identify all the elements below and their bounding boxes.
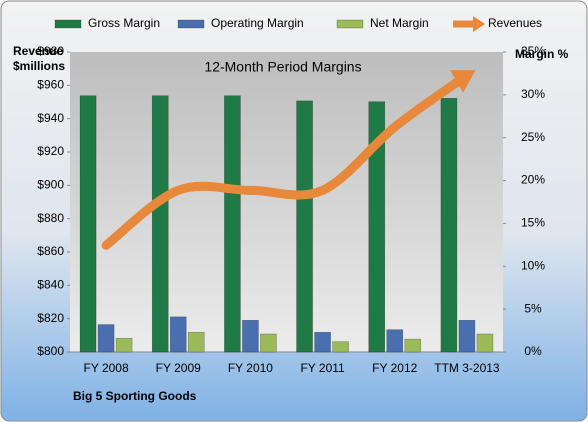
bar: [440, 97, 458, 353]
line: [101, 70, 472, 250]
y-tick-label: $920: [37, 144, 64, 158]
bar: [224, 95, 241, 353]
legend-label: Operating Margin: [211, 16, 304, 30]
y-tick-label: $800: [37, 344, 64, 358]
legend-label: Gross Margin: [88, 16, 160, 30]
y-tick-label: $820: [37, 311, 64, 325]
y-tick-label: $880: [37, 211, 64, 225]
bar: [332, 341, 349, 353]
y2-tick-label: 0%: [524, 344, 542, 358]
legend-swatch: [54, 19, 82, 29]
bar: [97, 324, 115, 353]
footer: Big 5 Sporting Goods: [73, 389, 197, 403]
bar: [260, 333, 277, 353]
bar: [79, 95, 97, 353]
legend-swatch: [473, 16, 485, 32]
y2-axis-label: Margin %: [515, 47, 569, 61]
bar: [187, 331, 205, 353]
x-tick-label: TTM 3-2013: [434, 361, 500, 375]
x-tick-label: FY 2008: [84, 361, 129, 375]
bar: [169, 316, 187, 353]
legend-label: Revenues: [488, 16, 542, 30]
y-axis-label: $millions: [13, 59, 65, 73]
y2-tick-label: 25%: [521, 130, 545, 144]
y2-tick-label: 5%: [524, 301, 542, 315]
y-axis-label: Revenue: [13, 44, 63, 58]
y-tick-label: $940: [37, 111, 64, 125]
x-tick-label: FY 2011: [300, 361, 345, 375]
y-tick-label: $960: [37, 78, 64, 92]
x-tick-label: FY 2010: [228, 361, 273, 375]
chart-title: 12-Month Period Margins: [204, 59, 361, 75]
y2-tick-label: 35%: [521, 44, 545, 58]
bar: [404, 338, 422, 353]
legend-swatch: [177, 19, 205, 29]
bar: [151, 95, 169, 353]
arrow-head: [450, 70, 476, 93]
y-tick-label: $980: [37, 44, 64, 58]
bar: [386, 329, 404, 353]
bar: [296, 100, 313, 353]
y-tick-label: $900: [37, 178, 64, 192]
y2-tick-label: 10%: [521, 258, 545, 272]
x-tick-label: FY 2009: [156, 361, 201, 375]
bar: [314, 331, 331, 353]
y-tick-label: $860: [37, 244, 64, 258]
y2-tick-label: 15%: [521, 216, 545, 230]
legend-label: Net Margin: [370, 16, 429, 30]
y2-tick-label: 20%: [521, 173, 545, 187]
bar: [368, 101, 386, 353]
x-tick-label: FY 2012: [372, 361, 417, 375]
bar: [476, 333, 494, 353]
bar: [458, 319, 476, 353]
legend-swatch: [336, 19, 364, 29]
y-tick-label: $840: [37, 278, 64, 292]
bar: [242, 319, 259, 353]
bar: [115, 337, 133, 353]
y2-tick-label: 30%: [521, 87, 545, 101]
